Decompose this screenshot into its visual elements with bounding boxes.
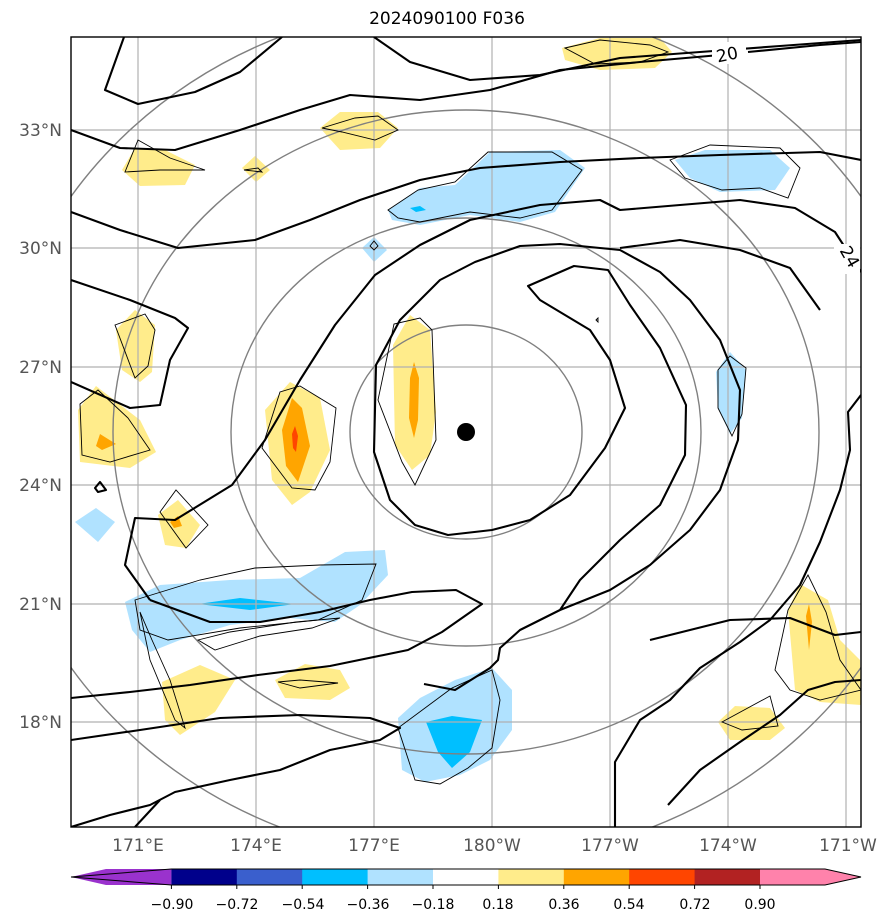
lon-label: 171°E (112, 836, 164, 856)
lat-label: 18°N (19, 713, 62, 733)
lat-label: 24°N (19, 476, 62, 496)
contour-labels: 20 24 (712, 42, 861, 274)
colorbar-tick-label: −0.36 (347, 897, 390, 913)
lon-label: 180°W (463, 836, 521, 856)
colorbar-tick-label: 0.72 (679, 897, 710, 913)
map-frame (70, 36, 862, 828)
contour-label-20: 20 (715, 43, 740, 67)
lat-label: 33°N (19, 121, 62, 141)
range-rings (71, 37, 861, 827)
lat-label: 27°N (19, 358, 62, 378)
lat-label: 21°N (19, 595, 62, 615)
lat-label: 30°N (19, 239, 62, 259)
positive-peak-shading (292, 426, 298, 452)
colorbar-tick-labels: −0.90 −0.72 −0.54 −0.36 −0.18 0.18 0.36 … (151, 897, 776, 913)
colorbar-segment (694, 869, 761, 885)
lon-label: 177°W (581, 836, 639, 856)
storm-center-marker (457, 423, 475, 441)
colorbar-tick-label: 0.36 (548, 897, 579, 913)
lon-label: 177°E (348, 836, 400, 856)
colorbar-segment (236, 869, 303, 885)
colorbar (70, 868, 862, 889)
map-title: 2024090100 F036 (369, 9, 525, 29)
colorbar-tick-label: −0.90 (151, 897, 194, 913)
colorbar-segment (171, 869, 238, 885)
lon-label: 171°W (819, 836, 877, 856)
lon-tick-labels: 171°E 174°E 177°E 180°W 177°W 174°W 171°… (112, 836, 877, 856)
colorbar-tick-label: −0.72 (216, 897, 259, 913)
lon-label: 174°W (699, 836, 757, 856)
colorbar-extend-min (71, 869, 172, 885)
colorbar-segment (433, 869, 499, 885)
colorbar-segment (367, 869, 434, 885)
colorbar-tick-label: 0.18 (482, 897, 513, 913)
lon-label: 174°E (230, 836, 282, 856)
map-panel: 20 24 (71, 37, 861, 827)
colorbar-extend-max (760, 869, 861, 885)
colorbar-segment (498, 869, 565, 885)
colorbar-tick-label: −0.54 (282, 897, 325, 913)
colorbar-tick-label: 0.90 (744, 897, 775, 913)
lat-tick-labels: 33°N 30°N 27°N 24°N 21°N 18°N (19, 121, 62, 733)
colorbar-segment (563, 869, 630, 885)
colorbar-segment (302, 869, 369, 885)
colorbar-tick-label: 0.54 (613, 897, 644, 913)
thick-contours (71, 37, 861, 827)
colorbar-segment (629, 869, 696, 885)
colorbar-tick-label: −0.18 (412, 897, 455, 913)
